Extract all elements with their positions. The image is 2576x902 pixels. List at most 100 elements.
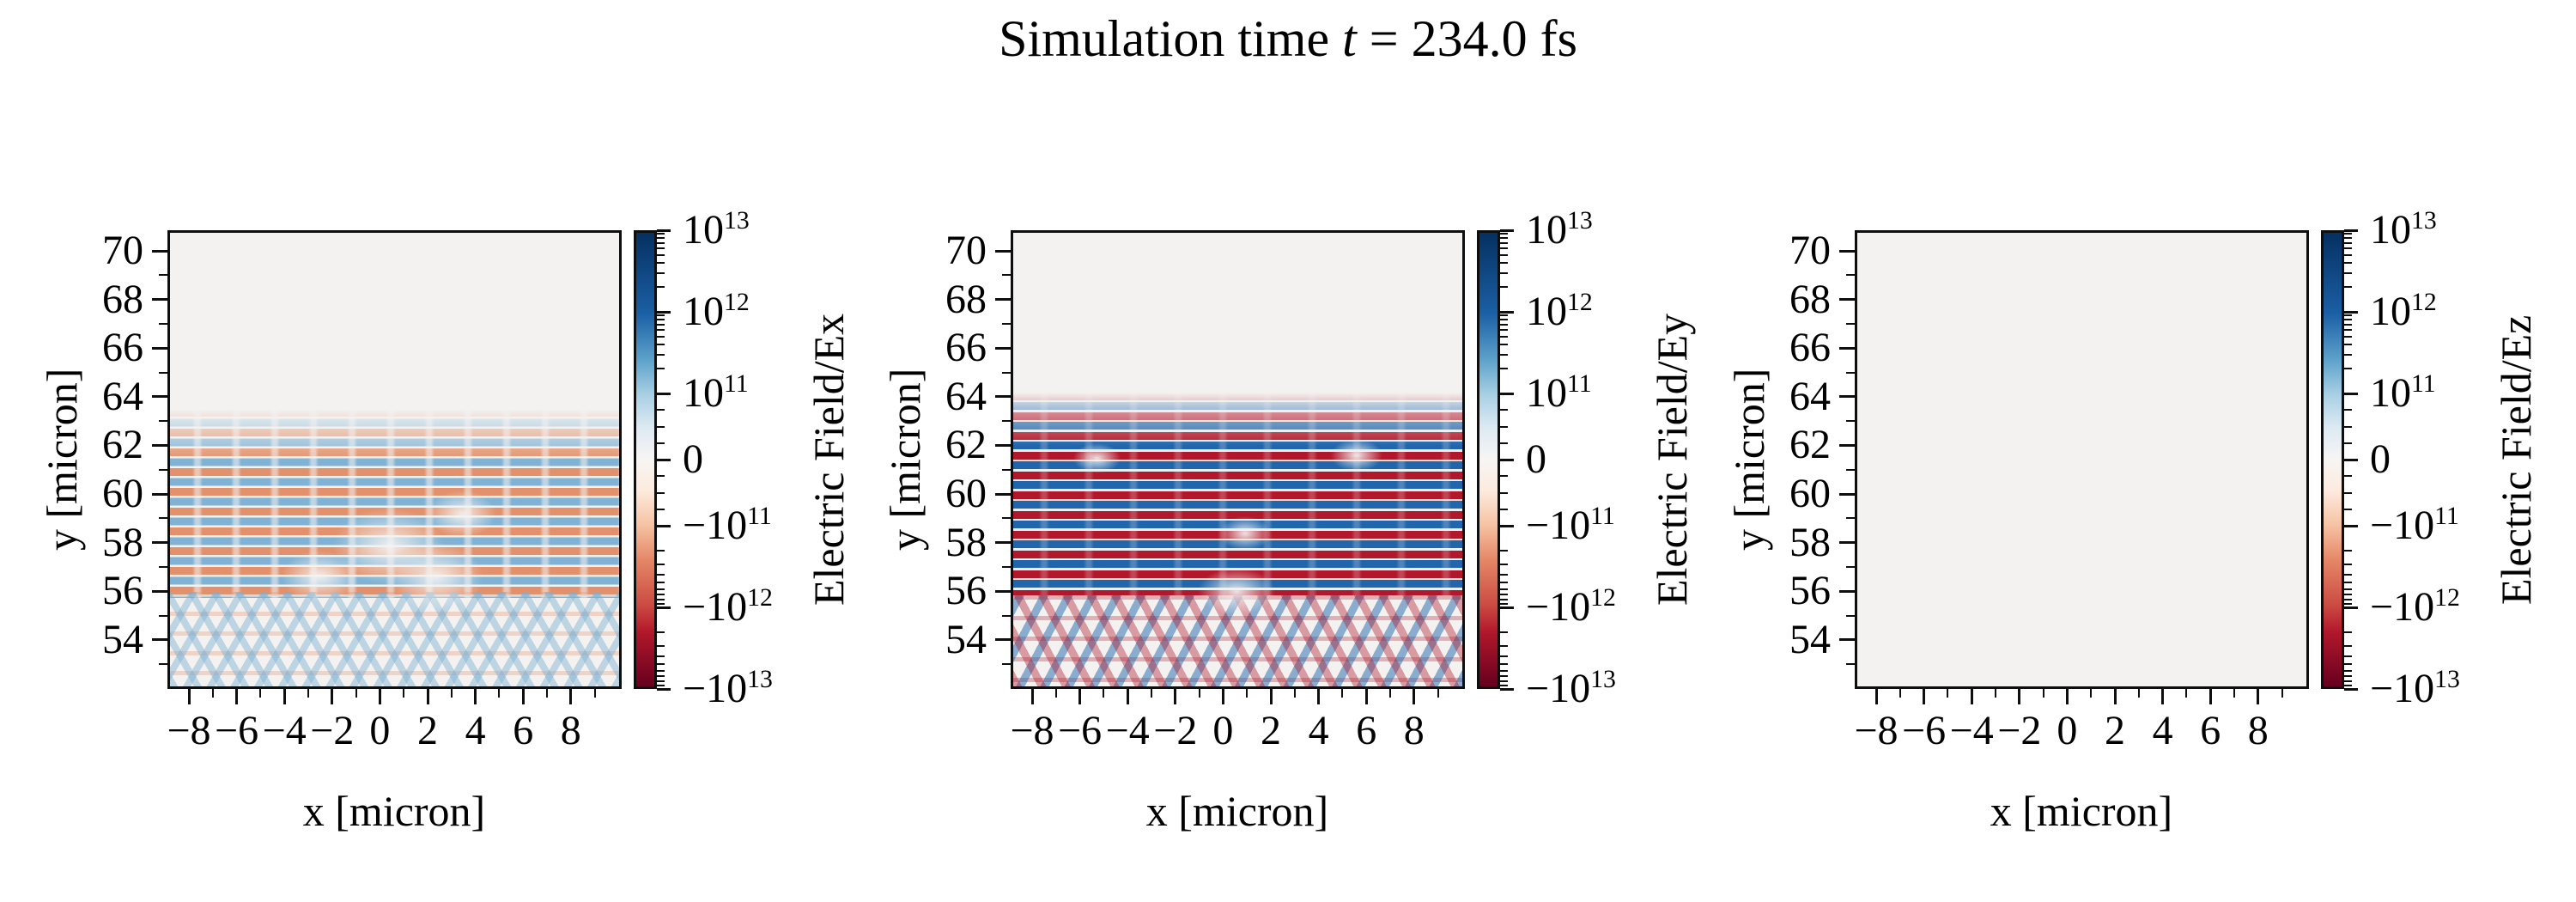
y-tick-label: 64 — [102, 373, 143, 419]
x-tick-label: −8 — [167, 708, 211, 753]
colorbar-minor-tick — [657, 602, 665, 605]
colorbar-tick-label: −1012 — [683, 583, 773, 630]
x-tick-label: 8 — [1403, 708, 1425, 753]
x-tick-label: 2 — [2105, 708, 2125, 753]
x-minor-tick — [546, 689, 548, 698]
y-minor-tick — [159, 371, 167, 374]
colorbar-minor-tick — [657, 314, 665, 317]
colorbar-minor-tick — [1500, 253, 1508, 256]
x-tick-label: −4 — [1949, 708, 1994, 753]
colorbar-minor-tick — [1500, 564, 1508, 566]
y-major-tick — [152, 346, 167, 350]
colorbar-minor-tick — [657, 598, 665, 600]
colorbar-minor-tick — [1500, 261, 1508, 264]
y-major-tick — [995, 541, 1011, 545]
colorbar-major-tick — [1500, 229, 1514, 232]
colorbar-minor-tick — [2344, 631, 2352, 633]
x-minor-tick — [403, 689, 405, 698]
colorbar-minor-tick — [657, 663, 665, 666]
colorbar-minor-tick — [2344, 323, 2352, 326]
y-major-tick — [995, 395, 1011, 399]
colorbar-ey — [1477, 230, 1500, 689]
colorbar-major-tick — [2344, 229, 2358, 232]
colorbar-minor-tick — [657, 508, 665, 510]
x-minor-tick — [1246, 689, 1249, 698]
colorbar-minor-tick — [1500, 247, 1508, 250]
colorbar-minor-tick — [1500, 353, 1508, 356]
x-major-tick — [521, 689, 525, 704]
colorbar-tick-label: −1011 — [1526, 502, 1615, 548]
colorbar-minor-tick — [1500, 335, 1508, 338]
colorbar-tick-label: 1012 — [1526, 288, 1593, 334]
colorbar-minor-tick — [657, 684, 665, 686]
colorbar-minor-tick — [2344, 343, 2352, 345]
y-minor-tick — [1846, 322, 1855, 325]
colorbar-minor-tick — [657, 335, 665, 338]
panel-ey: x [micron] y [micron] Electric Field/Ey … — [881, 0, 1783, 902]
y-major-tick — [1839, 249, 1855, 253]
colorbar-axis-label: Electric Field/Ex — [805, 313, 853, 606]
y-minor-tick — [1002, 371, 1011, 374]
colorbar-minor-tick — [2344, 475, 2352, 478]
y-tick-label: 60 — [102, 471, 143, 516]
x-major-tick — [331, 689, 334, 704]
y-minor-tick — [1846, 274, 1855, 277]
colorbar-tick-label: 1011 — [1526, 369, 1592, 416]
x-minor-tick — [307, 689, 309, 698]
colorbar-minor-tick — [657, 261, 665, 264]
field-null-spot — [282, 551, 359, 602]
colorbar-minor-tick — [657, 675, 665, 678]
y-tick-label: 54 — [102, 616, 143, 662]
y-major-tick — [995, 346, 1011, 350]
y-minor-tick — [1002, 663, 1011, 666]
x-minor-tick — [1947, 689, 1949, 698]
colorbar-tick-label: 1013 — [683, 206, 750, 253]
colorbar-major-tick — [657, 606, 671, 609]
x-tick-label: 4 — [465, 708, 486, 753]
colorbar-minor-tick — [1500, 425, 1508, 428]
colorbar-minor-tick — [2344, 253, 2352, 256]
y-tick-label: 62 — [945, 422, 987, 468]
colorbar-minor-tick — [2344, 663, 2352, 666]
field-null-spot — [389, 542, 483, 611]
title-suffix: = 234.0 fs — [1356, 10, 1577, 67]
colorbar-minor-tick — [657, 241, 665, 244]
colorbar-minor-tick — [2344, 684, 2352, 686]
colorbar-minor-tick — [1500, 237, 1508, 240]
panel-ex: x [micron] y [micron] Electric Field/Ex … — [38, 0, 940, 902]
colorbar-minor-tick — [657, 271, 665, 274]
colorbar-minor-tick — [1500, 588, 1508, 590]
colorbar-minor-tick — [2344, 602, 2352, 605]
y-major-tick — [152, 298, 167, 302]
colorbar-major-tick — [1500, 458, 1514, 461]
y-tick-label: 56 — [1789, 568, 1831, 614]
x-tick-label: −4 — [1105, 708, 1150, 753]
colorbar-minor-tick — [1500, 442, 1508, 444]
colorbar-minor-tick — [657, 286, 665, 289]
colorbar-minor-tick — [1500, 549, 1508, 552]
x-tick-label: 2 — [1261, 708, 1281, 753]
y-tick-label: 68 — [102, 276, 143, 322]
colorbar-minor-tick — [2344, 241, 2352, 244]
x-minor-tick — [2090, 689, 2093, 698]
colorbar-major-tick — [1500, 606, 1514, 609]
x-minor-tick — [1899, 689, 1901, 698]
y-major-tick — [152, 443, 167, 447]
colorbar-minor-tick — [1500, 598, 1508, 600]
colorbar-minor-tick — [2344, 574, 2352, 576]
y-major-tick — [1839, 346, 1855, 350]
x-axis-label: x [micron] — [1990, 787, 2173, 835]
y-tick-label: 70 — [1789, 228, 1831, 273]
colorbar-tick-label: 0 — [1526, 436, 1546, 482]
colorbar-minor-tick — [1500, 645, 1508, 648]
colorbar-minor-tick — [657, 475, 665, 478]
x-major-tick — [1874, 689, 1878, 704]
x-major-tick — [1317, 689, 1321, 704]
y-major-tick — [995, 589, 1011, 593]
x-major-tick — [2018, 689, 2021, 704]
colorbar-axis-label: Electric Field/Ey — [1648, 313, 1696, 606]
colorbar-minor-tick — [657, 645, 665, 648]
colorbar-tick-label: −1012 — [2370, 583, 2460, 630]
y-major-tick — [152, 395, 167, 399]
y-minor-tick — [1002, 322, 1011, 325]
